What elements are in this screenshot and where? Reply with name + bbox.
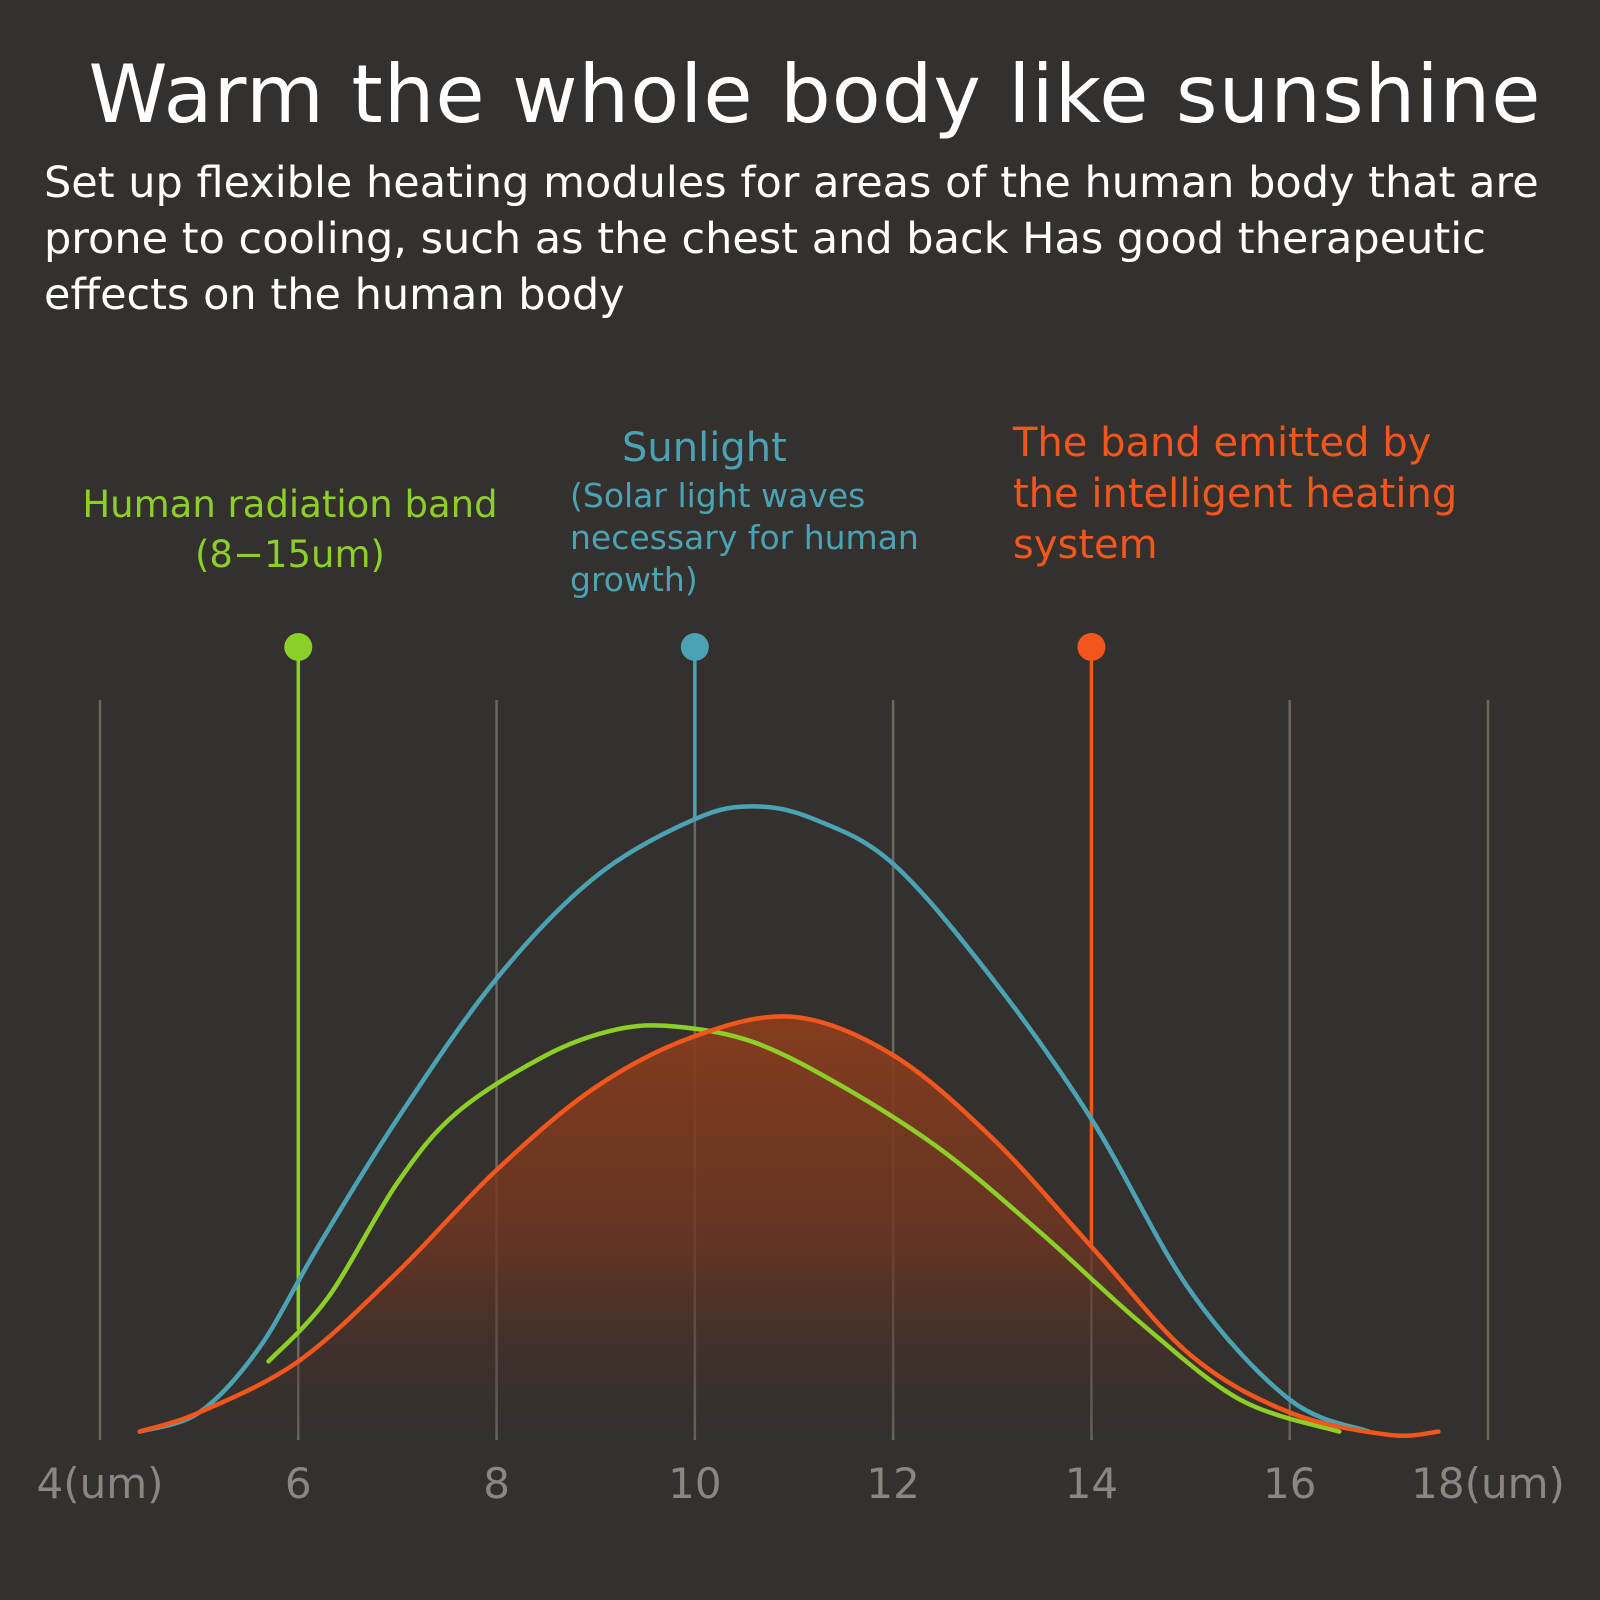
heating-area-fill <box>139 1016 1439 1438</box>
legend-human-range: (8−15um) <box>195 533 385 576</box>
legend-human-radiation: Human radiation band (8−15um) <box>60 480 520 580</box>
legend-heating-band: The band emitted by the intelligent heat… <box>1013 420 1458 568</box>
legend-human-name: Human radiation band <box>82 483 498 526</box>
marker-dots <box>284 633 1106 661</box>
page-title: Warm the whole body like sunshine <box>88 48 1542 141</box>
x-tick-label: 6 <box>285 1459 312 1508</box>
sunlight-curve <box>137 804 1372 1434</box>
sunlight-marker-dot <box>680 633 709 661</box>
x-tick-label: 8 <box>483 1459 510 1508</box>
legend-sunlight-description: (Solar light waves necessary for human g… <box>570 476 919 599</box>
human-marker-dot <box>284 633 313 661</box>
x-tick-label: 14 <box>1065 1459 1118 1508</box>
heating-curve <box>137 1014 1441 1438</box>
legend-sunlight-name: Sunlight <box>622 425 787 471</box>
area-fills <box>139 1016 1439 1438</box>
human-curve <box>266 1023 1342 1434</box>
marker-stems <box>296 647 1094 1330</box>
x-tick-label: 4(um) <box>36 1459 163 1508</box>
heating-marker-dot <box>1077 633 1106 661</box>
series-curves <box>137 804 1441 1438</box>
x-tick-label: 12 <box>866 1459 919 1508</box>
x-tick-label: 16 <box>1263 1459 1316 1508</box>
x-tick-label: 18(um) <box>1411 1459 1565 1508</box>
page-subtitle: Set up flexible heating modules for area… <box>44 158 1539 320</box>
x-tick-label: 10 <box>668 1459 721 1508</box>
x-tick-labels: 4(um) 6 8 10 12 14 16 18(um) <box>36 1459 1564 1508</box>
